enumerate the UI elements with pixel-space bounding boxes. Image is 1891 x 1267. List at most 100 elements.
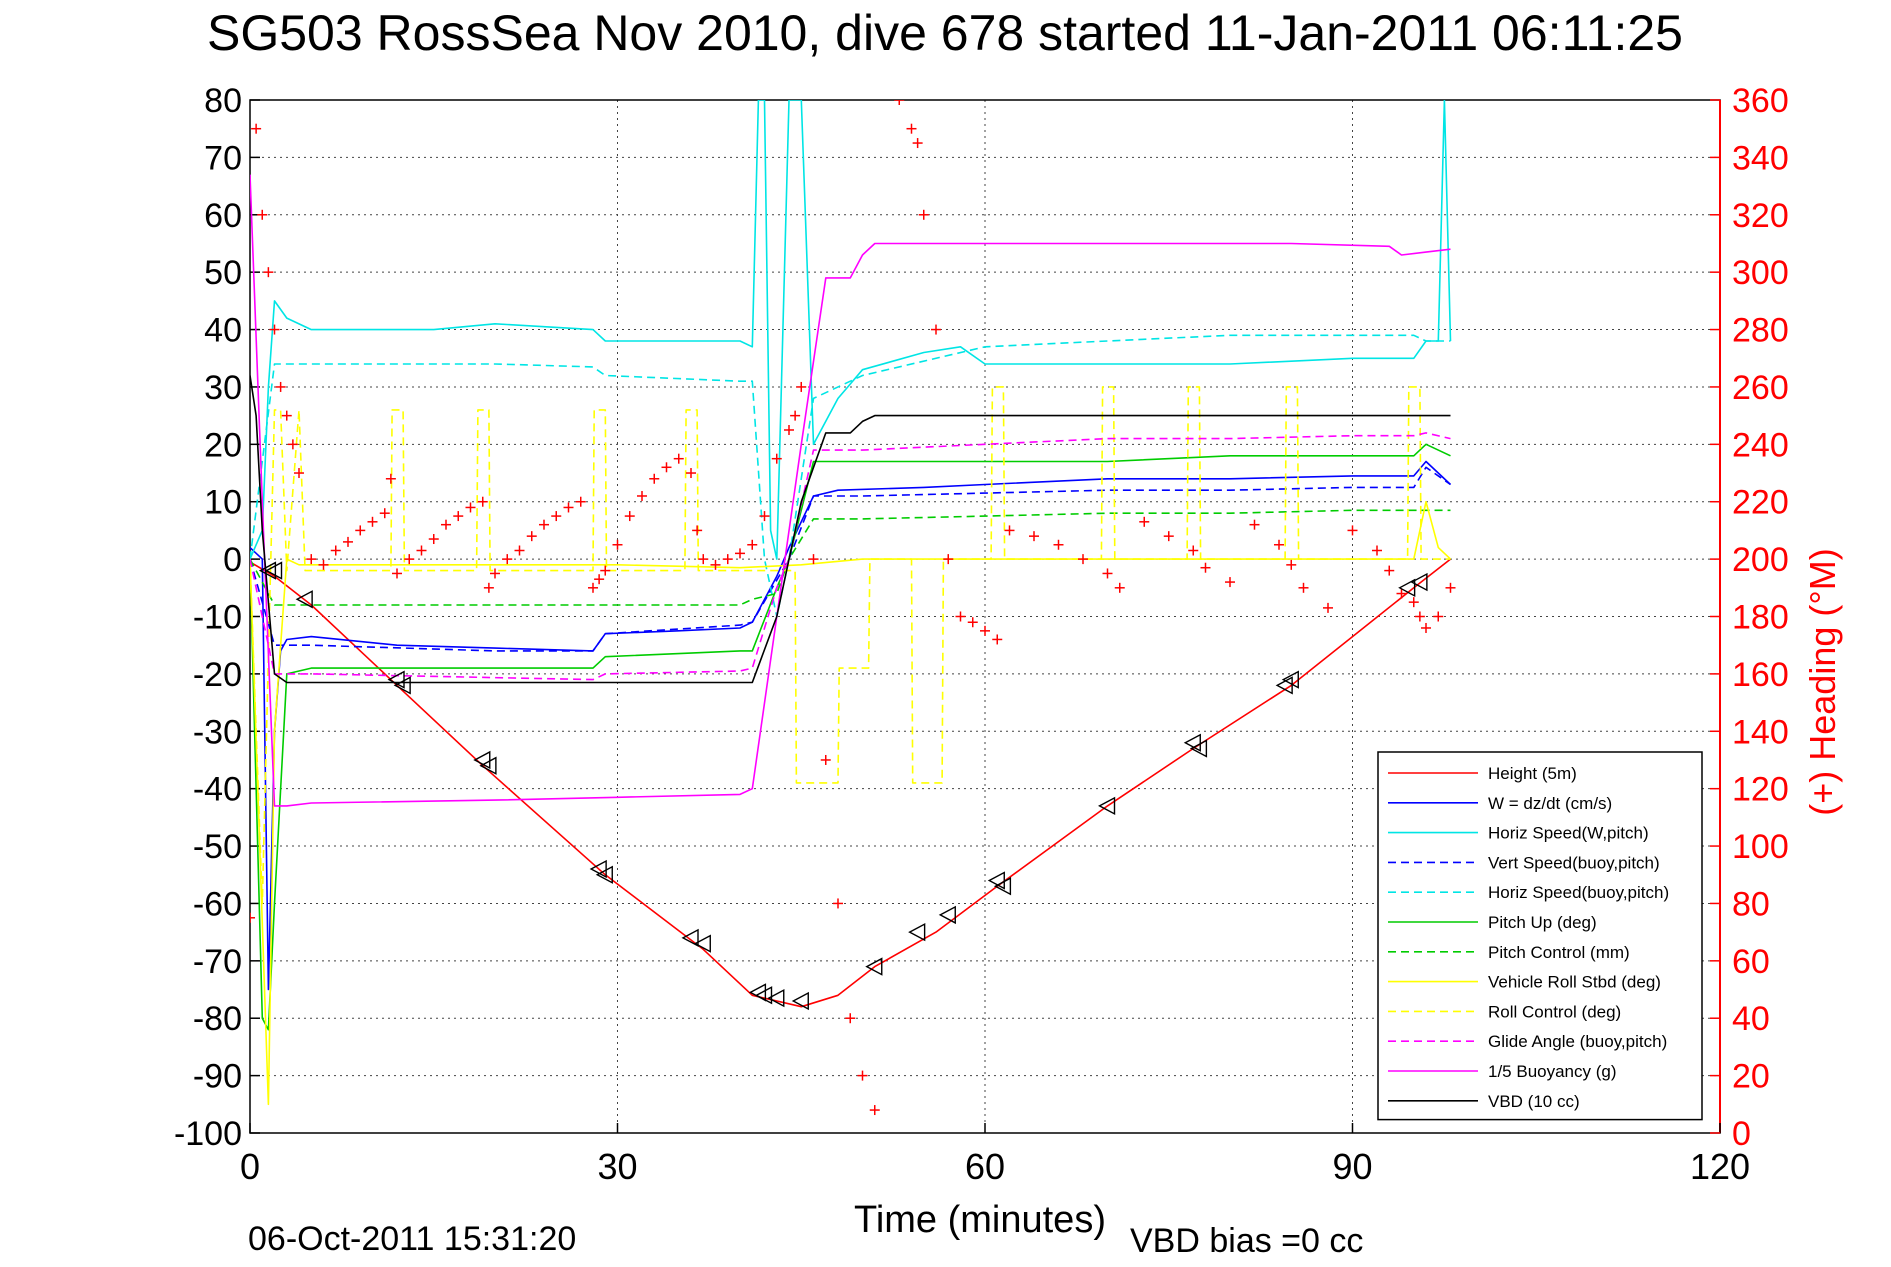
- triangle-marker: [681, 928, 699, 948]
- heading-point: [428, 534, 439, 545]
- heading-point: [1225, 577, 1235, 588]
- left-y-tick-label: -80: [193, 1000, 242, 1038]
- heading-point: [624, 511, 635, 522]
- series-line-vbd-10-cc: [250, 375, 1451, 684]
- left-y-tick-label: 40: [204, 312, 242, 350]
- heading-point: [539, 519, 549, 530]
- triangle-marker: [589, 859, 607, 879]
- right-y-tick-label: 200: [1732, 541, 1789, 579]
- heading-point: [575, 496, 586, 507]
- left-y-tick-label: -70: [193, 943, 242, 981]
- heading-point: [759, 511, 770, 522]
- legend-label: Height (5m): [1488, 764, 1577, 783]
- left-y-tick-label: -30: [193, 713, 242, 751]
- legend-label: Vehicle Roll Stbd (deg): [1488, 973, 1661, 992]
- heading-point: [918, 209, 929, 220]
- triangle-marker: [1189, 739, 1208, 758]
- heading-point: [306, 554, 317, 565]
- legend-label: Horiz Speed(buoy,pitch): [1488, 883, 1669, 902]
- left-y-tick-label: -100: [174, 1115, 242, 1153]
- heading-point: [1396, 588, 1407, 599]
- series-line-1-5-buoyancy-g: [250, 174, 1451, 807]
- heading-point: [551, 511, 562, 522]
- legend-label: VBD (10 cc): [1488, 1092, 1580, 1111]
- legend-label: Horiz Speed(W,pitch): [1488, 824, 1649, 843]
- right-y-tick-label: 280: [1732, 312, 1789, 350]
- heading-point: [1414, 611, 1425, 622]
- heading-point: [343, 536, 353, 547]
- left-y-tick-label: 20: [204, 426, 242, 464]
- right-y-tick-label: 300: [1732, 254, 1789, 292]
- heading-point: [287, 439, 298, 450]
- heading-point: [453, 511, 464, 522]
- heading-point: [1408, 597, 1419, 608]
- x-tick-label: 30: [597, 1146, 637, 1187]
- heading-point: [673, 453, 684, 464]
- heading-point: [502, 554, 513, 565]
- left-y-tick-label: -40: [193, 771, 242, 809]
- left-y-tick-label: 50: [204, 254, 242, 292]
- series-line-pitch-control-mm: [250, 509, 1451, 606]
- heading-point: [385, 473, 396, 484]
- heading-point: [1200, 562, 1211, 573]
- left-y-tick-label: -20: [193, 656, 242, 694]
- x-axis-title: Time (minutes): [854, 1199, 1106, 1241]
- heading-point: [1078, 554, 1088, 565]
- series-line-height-5m: [250, 558, 1451, 1008]
- heading-point: [1323, 602, 1333, 613]
- heading-point: [722, 554, 733, 565]
- left-y-tick-label: 10: [204, 484, 242, 522]
- heading-point: [1372, 545, 1382, 556]
- triangle-marker: [1275, 676, 1293, 695]
- triangle-marker: [693, 934, 711, 953]
- triangle-markers: [258, 561, 1428, 1011]
- heading-point: [1274, 539, 1284, 550]
- triangle-marker: [1398, 578, 1416, 597]
- left-y-tick-label: 80: [204, 82, 242, 120]
- series-line-vert-speed-buoy-pitch: [250, 466, 1451, 652]
- right-y-tick-label: 360: [1732, 82, 1789, 120]
- right-y-tick-label: 260: [1732, 369, 1789, 407]
- heading-point: [1004, 525, 1015, 536]
- series-line-pitch-up-deg: [250, 443, 1451, 1031]
- x-tick-label: 0: [240, 1146, 260, 1187]
- heading-point: [808, 554, 819, 565]
- triangle-marker: [295, 590, 313, 609]
- data-layer: [250, 100, 1456, 1116]
- left-y-tick-label: -50: [193, 828, 242, 866]
- heading-point: [251, 123, 262, 134]
- heading-point: [483, 582, 494, 593]
- triangle-marker: [791, 991, 809, 1011]
- right-y-axis-title: (+) Heading (°M): [1802, 548, 1843, 815]
- heading-point: [686, 468, 696, 479]
- series-line-horiz-speed-w-pitch: [250, 100, 1452, 560]
- heading-point: [894, 100, 905, 105]
- triangle-marker: [1183, 733, 1201, 752]
- left-y-tick-label: -10: [193, 599, 242, 637]
- left-y-tick-label: 0: [223, 541, 242, 579]
- heading-point: [263, 267, 274, 278]
- heading-point: [661, 462, 672, 473]
- triangle-marker: [595, 865, 613, 884]
- triangle-marker: [1410, 572, 1428, 592]
- heading-point: [912, 138, 923, 149]
- x-tick-label: 60: [965, 1146, 1005, 1187]
- heading-point: [379, 508, 390, 519]
- right-y-tick-label: 220: [1732, 484, 1789, 522]
- triangle-marker: [1281, 670, 1299, 689]
- heading-point: [1114, 582, 1125, 593]
- heading-point: [1102, 568, 1113, 579]
- series-line-roll-control-deg: [250, 386, 1451, 905]
- heading-point: [771, 453, 782, 464]
- x-tick-label: 120: [1690, 1146, 1750, 1187]
- legend-label: W = dz/dt (cm/s): [1488, 794, 1612, 813]
- heading-point: [992, 634, 1003, 645]
- right-y-tick-label: 140: [1732, 713, 1789, 751]
- heading-point: [1286, 559, 1297, 570]
- heading-point: [931, 324, 941, 335]
- heading-point: [318, 559, 329, 570]
- heading-point: [294, 468, 304, 479]
- heading-point: [1347, 525, 1358, 536]
- heading-point: [820, 754, 831, 765]
- heading-point: [1421, 622, 1431, 633]
